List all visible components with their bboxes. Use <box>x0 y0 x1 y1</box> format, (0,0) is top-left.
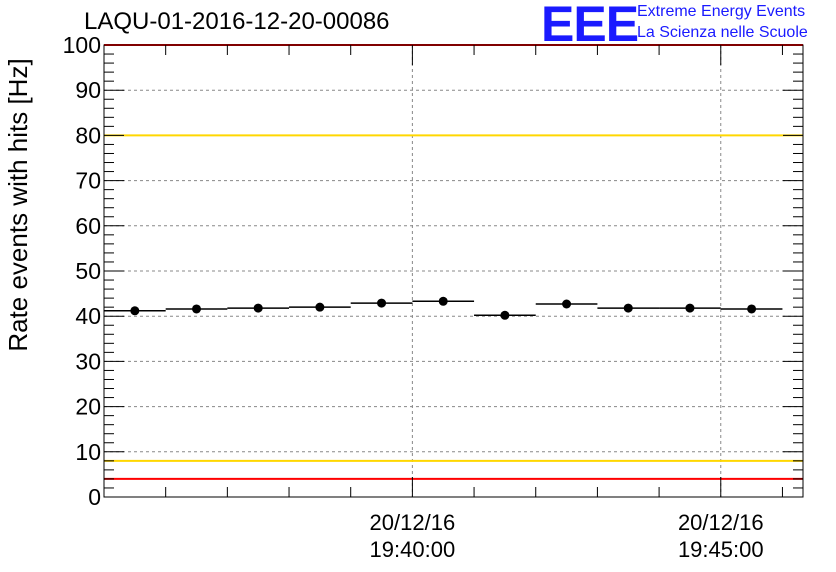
y-tick-label: 70 <box>75 168 101 194</box>
data-point <box>377 298 387 308</box>
data-point <box>747 304 757 314</box>
data-point <box>315 302 325 312</box>
y-tick-label: 10 <box>75 439 101 465</box>
data-point <box>192 304 202 314</box>
x-tick-label-time: 19:45:00 <box>678 537 764 562</box>
y-tick-label: 90 <box>75 77 101 103</box>
data-point <box>562 299 572 309</box>
y-axis-label: Rate events with hits [Hz] <box>3 58 33 351</box>
data-layer <box>104 296 783 320</box>
x-tick-label-time: 19:40:00 <box>370 537 456 562</box>
y-tick-label: 40 <box>75 303 101 329</box>
eee-logo: EEE Extreme Energy Events La Scienza nel… <box>541 0 831 52</box>
data-point <box>623 303 633 313</box>
y-tick-label: 100 <box>63 32 101 58</box>
data-point <box>500 310 510 320</box>
y-tick-label: 0 <box>88 484 101 510</box>
reference-lines <box>104 44 803 480</box>
x-tick-label-date: 20/12/16 <box>370 510 456 535</box>
y-tick-label: 30 <box>75 348 101 374</box>
data-point <box>685 303 695 313</box>
data-point <box>130 306 140 316</box>
tick-layer <box>103 44 803 498</box>
logo-letters: EEE <box>541 0 639 52</box>
grid-layer <box>104 45 803 497</box>
y-tick-label: 80 <box>75 122 101 148</box>
logo-line-2: La Scienza nelle Scuole <box>637 24 808 41</box>
label-layer: 010203040506070809010020/12/1619:40:0020… <box>3 32 764 562</box>
y-tick-label: 60 <box>75 213 101 239</box>
x-tick-label-date: 20/12/16 <box>678 510 764 535</box>
chart-title: LAQU-01-2016-12-20-00086 <box>84 8 390 35</box>
y-tick-label: 20 <box>75 394 101 420</box>
data-point <box>438 296 448 306</box>
y-tick-label: 50 <box>75 258 101 284</box>
logo-line-1: Extreme Energy Events <box>637 3 806 20</box>
data-point <box>253 303 263 313</box>
